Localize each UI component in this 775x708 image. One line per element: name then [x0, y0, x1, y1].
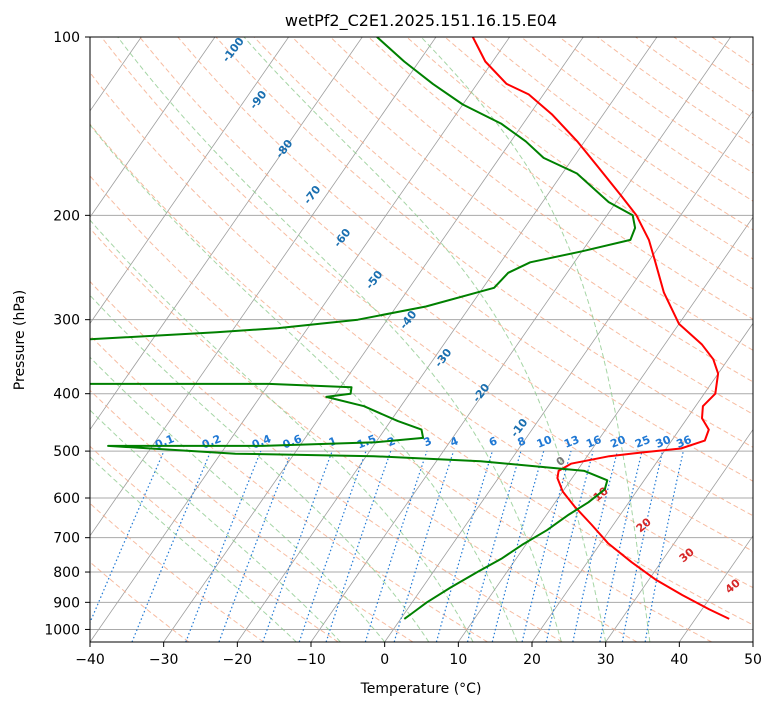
mixing-ratio-line — [325, 450, 392, 642]
y-tick-label: 400 — [53, 387, 80, 403]
x-axis-label: Temperature (°C) — [360, 681, 482, 697]
y-tick-label: 1000 — [44, 622, 80, 638]
y-tick-label: 500 — [53, 444, 80, 460]
dry-adiabat-line — [406, 37, 753, 290]
mixing-ratio-line — [262, 450, 333, 642]
x-tick-label: 20 — [523, 652, 541, 668]
mixing-ratio-label: 3 — [422, 434, 434, 449]
moist-adiabat-line — [420, 37, 651, 642]
y-tick-label: 100 — [53, 30, 80, 46]
x-tick-label: 30 — [597, 652, 615, 668]
isotherm-line — [237, 37, 658, 642]
x-tick-label: 50 — [744, 652, 762, 668]
isotherm-line — [90, 37, 289, 325]
y-tick-label: 200 — [53, 208, 80, 224]
y-tick-label: 600 — [53, 491, 80, 507]
x-tick-label: −10 — [296, 652, 326, 668]
dry-adiabat-line — [101, 37, 753, 552]
y-tick-label: 700 — [53, 531, 80, 547]
moist-adiabat-line — [90, 409, 341, 642]
temperature-line — [471, 37, 730, 620]
dewpoint-line — [90, 37, 637, 620]
mixing-ratio-label: 30 — [654, 433, 673, 451]
mixing-ratio-line — [466, 450, 522, 642]
moist-adiabat-line — [117, 37, 562, 642]
y-tick-label: 800 — [53, 565, 80, 581]
dry-adiabat-line — [90, 280, 563, 642]
mixing-ratio-line — [393, 450, 455, 642]
x-tick-label: −40 — [75, 652, 105, 668]
mixing-ratio-line — [298, 450, 367, 642]
mixing-ratio-line — [364, 450, 428, 642]
isotherm-line — [90, 37, 510, 642]
mixing-ratio-label: 8 — [516, 434, 528, 449]
dry-adiabat-line — [139, 37, 753, 517]
x-tick-label: 40 — [670, 652, 688, 668]
x-axis-ticks: −40 −30 −20 −10 0 10 20 30 40 50 — [75, 642, 762, 668]
y-tick-label: 300 — [53, 313, 80, 329]
dry-adiabat-line — [90, 389, 414, 642]
dry-adiabat-line — [90, 561, 190, 642]
profile-series — [90, 37, 730, 620]
moist-adiabat-line — [90, 356, 386, 642]
mixing-ratio-label: 10 — [535, 433, 554, 451]
moist-adiabat-line — [90, 124, 518, 642]
mixing-ratio-label: 16 — [584, 433, 603, 451]
mixing-ratio-line — [491, 450, 545, 642]
mixing-ratio-line — [572, 450, 618, 642]
isotherm-line — [90, 37, 216, 218]
isotherm-line — [90, 37, 363, 431]
moist-adiabat-line — [90, 219, 474, 642]
mixing-ratio-label: 13 — [562, 433, 581, 451]
mixing-ratio-line — [435, 450, 493, 642]
y-tick-label: 900 — [53, 595, 80, 611]
mixing-ratio-line — [131, 450, 212, 642]
mixing-ratio-label: 1 — [327, 434, 339, 449]
mixing-ratio-line — [185, 450, 262, 642]
isotherm-line — [605, 428, 753, 642]
dry-adiabat-line — [215, 37, 753, 448]
isotherm-line — [679, 535, 753, 642]
dry-adiabat-line — [368, 37, 753, 320]
dry-adiabat-line — [90, 334, 488, 642]
dry-adiabat-line — [90, 175, 712, 642]
x-tick-label: −20 — [223, 652, 253, 668]
dry-adiabat-line — [90, 123, 753, 626]
mixing-ratio-line — [521, 450, 572, 642]
mixing-ratio-line — [545, 450, 594, 642]
isotherm-line — [531, 322, 753, 642]
isotherm-line — [384, 110, 753, 642]
y-axis-label: Pressure (hPa) — [12, 290, 28, 390]
moist-adiabat-line — [243, 37, 607, 642]
x-tick-label: −30 — [149, 652, 179, 668]
mixing-ratio-label: 25 — [633, 433, 652, 451]
background-lines — [90, 37, 753, 642]
mixing-ratio-label: 2 — [385, 434, 397, 449]
mixing-ratio-line — [218, 450, 293, 642]
x-tick-label: 0 — [380, 652, 389, 668]
dry-adiabat-line — [330, 37, 753, 351]
dry-adiabat-line — [90, 227, 638, 642]
chart-title: wetPf2_C2E1.2025.151.16.15.E04 — [285, 11, 557, 31]
mixing-ratio-line — [90, 450, 165, 625]
plot-frame — [89, 36, 754, 643]
y-axis-ticks: 1000 900 800 700 600 500 400 300 200 100 — [44, 30, 90, 638]
x-tick-label: 10 — [449, 652, 467, 668]
mixing-ratio-line — [599, 450, 643, 642]
dry-adiabat-line — [253, 37, 753, 415]
mixing-ratio-label: 20 — [609, 433, 628, 451]
moist-adiabat-line — [90, 294, 430, 642]
isotherm-line — [90, 37, 437, 537]
moist-adiabat-line — [90, 456, 297, 642]
